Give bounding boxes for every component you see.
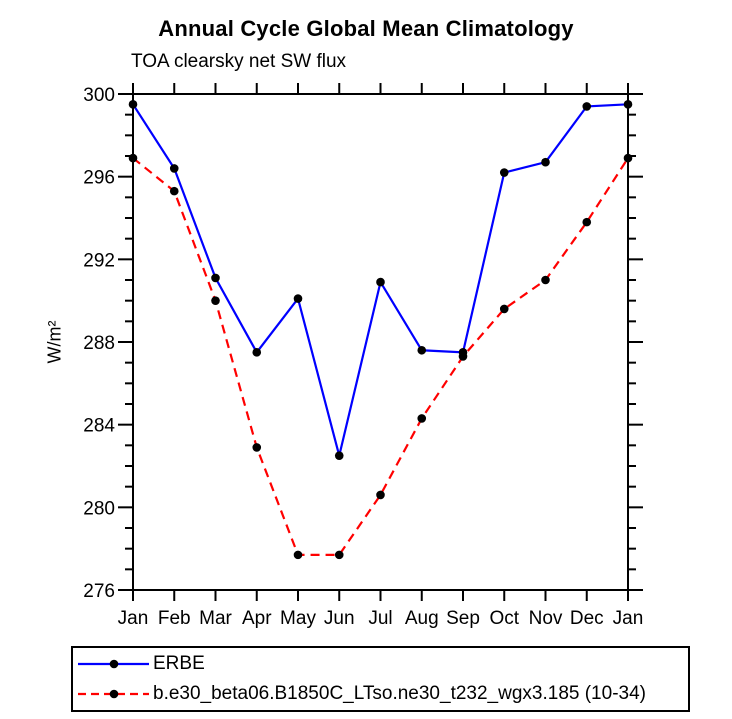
x-tick-label: Mar [199, 608, 232, 629]
legend-line-sample-model [78, 689, 149, 699]
legend-marker-erbe [109, 659, 119, 669]
data-point [252, 443, 262, 452]
data-point [169, 164, 179, 173]
x-tick-label: Jun [324, 608, 355, 629]
data-point [128, 100, 138, 109]
data-point [211, 273, 220, 283]
x-axis-ticks [132, 83, 629, 601]
data-point [376, 277, 385, 287]
data-point [582, 102, 592, 111]
data-point [541, 275, 550, 285]
x-tick-label: Dec [570, 608, 604, 629]
x-tick-label: Aug [405, 608, 439, 629]
y-axis-tick-labels: 276 280 284 288 292 296 300 [83, 85, 115, 602]
legend-label-erbe: ERBE [153, 653, 205, 674]
y-tick-label: 284 [83, 416, 115, 437]
y-axis-ticks [118, 93, 643, 591]
data-point [252, 348, 262, 357]
x-axis-tick-labels: Jan Feb Mar Apr May Jun Jul Aug Sep Oct Nov Dec Jan [118, 608, 644, 629]
chart-subtitle: TOA clearsky net SW flux [131, 51, 347, 72]
y-tick-label: 280 [83, 498, 115, 519]
legend-item-model: b.e30_beta06.B1850C_LTso.ne30_t232_wgx3.… [78, 679, 688, 709]
x-tick-label: Jan [613, 608, 644, 629]
data-point [417, 414, 427, 423]
data-point [293, 294, 303, 303]
x-tick-label: Feb [158, 608, 191, 629]
x-tick-label: Nov [529, 608, 563, 629]
y-tick-label: 276 [83, 581, 115, 602]
x-tick-label: Oct [489, 608, 519, 629]
x-tick-label: Apr [242, 608, 272, 629]
y-tick-label: 292 [83, 250, 115, 271]
x-tick-label: Jul [368, 608, 392, 629]
data-point [417, 345, 427, 355]
data-point [582, 217, 592, 227]
data-point [334, 550, 344, 560]
legend-label-model: b.e30_beta06.B1850C_LTso.ne30_t232_wgx3.… [153, 683, 646, 704]
y-tick-label: 288 [83, 333, 115, 354]
y-tick-label: 300 [83, 85, 115, 106]
legend-marker-model [109, 689, 119, 699]
data-point [293, 550, 303, 560]
legend-box: ERBE b.e30_beta06.B1850C_LTso.ne30_t232_… [71, 646, 690, 712]
x-tick-label: Jan [118, 608, 149, 629]
data-point [334, 451, 344, 460]
data-point [211, 296, 220, 305]
series-markers-erbe [128, 100, 633, 460]
data-point [169, 186, 179, 196]
data-point [623, 100, 633, 109]
x-tick-label: Sep [446, 608, 480, 629]
legend-line-sample-erbe [78, 659, 149, 669]
data-point [623, 153, 633, 163]
data-point [458, 352, 468, 361]
x-tick-label: May [280, 608, 316, 629]
data-point [499, 168, 509, 177]
legend-item-erbe: ERBE [78, 649, 688, 679]
data-point [541, 157, 550, 167]
data-point [499, 304, 509, 314]
data-point [128, 153, 138, 163]
y-tick-label: 296 [83, 168, 115, 189]
series-markers-model [128, 153, 633, 560]
chart-title: Annual Cycle Global Mean Climatology [158, 16, 574, 41]
data-point [376, 490, 385, 500]
plot-border [132, 93, 629, 591]
